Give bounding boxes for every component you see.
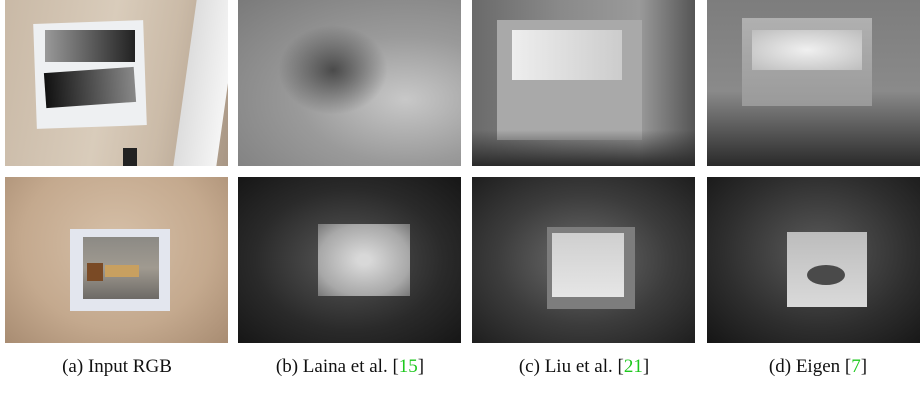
table bbox=[105, 265, 139, 277]
caption-text: Input RGB bbox=[88, 356, 172, 377]
floor bbox=[472, 130, 695, 166]
caption: (c) Liu et al. [21] bbox=[464, 356, 704, 378]
citation[interactable]: 21 bbox=[624, 356, 643, 377]
bright-region bbox=[512, 30, 622, 80]
depth-laina-1 bbox=[238, 0, 461, 166]
depth-liu-1 bbox=[472, 0, 695, 166]
citation[interactable]: 7 bbox=[851, 356, 861, 377]
input-image-2 bbox=[5, 177, 228, 343]
caption-label: (d) bbox=[769, 356, 791, 377]
depth-laina-2 bbox=[238, 177, 461, 343]
dark-region bbox=[278, 25, 388, 115]
bracket: ] bbox=[861, 356, 867, 377]
caption-text: Eigen bbox=[796, 356, 840, 377]
depth-eigen-1 bbox=[707, 0, 920, 166]
caption-label: (a) bbox=[62, 356, 83, 377]
bright-region bbox=[552, 233, 624, 297]
caption-label: (b) bbox=[276, 356, 298, 377]
citation[interactable]: 15 bbox=[399, 356, 418, 377]
depth-liu-2 bbox=[472, 177, 695, 343]
cabinet bbox=[87, 263, 103, 281]
caption-text: Liu et al. bbox=[545, 356, 613, 377]
bar-pattern bbox=[44, 67, 136, 108]
caption-text: Laina et al. bbox=[303, 356, 388, 377]
whiteboard bbox=[173, 0, 228, 166]
bar-pattern bbox=[45, 30, 135, 62]
caption: (b) Laina et al. [15] bbox=[230, 356, 470, 378]
dark-region bbox=[807, 265, 845, 285]
photo bbox=[83, 237, 159, 299]
caption-label: (c) bbox=[519, 356, 540, 377]
bracket: ] bbox=[418, 356, 424, 377]
bright-region bbox=[318, 224, 410, 296]
caption: (a) Input RGB bbox=[0, 356, 237, 378]
input-image-1 bbox=[5, 0, 228, 166]
bright-region bbox=[752, 30, 862, 70]
depth-eigen-2 bbox=[707, 177, 920, 343]
object bbox=[123, 148, 137, 166]
figure: (a) Input RGB (b) Laina et al. [15] (c) … bbox=[0, 0, 920, 393]
caption: (d) Eigen [7] bbox=[698, 356, 920, 378]
bracket: ] bbox=[643, 356, 649, 377]
